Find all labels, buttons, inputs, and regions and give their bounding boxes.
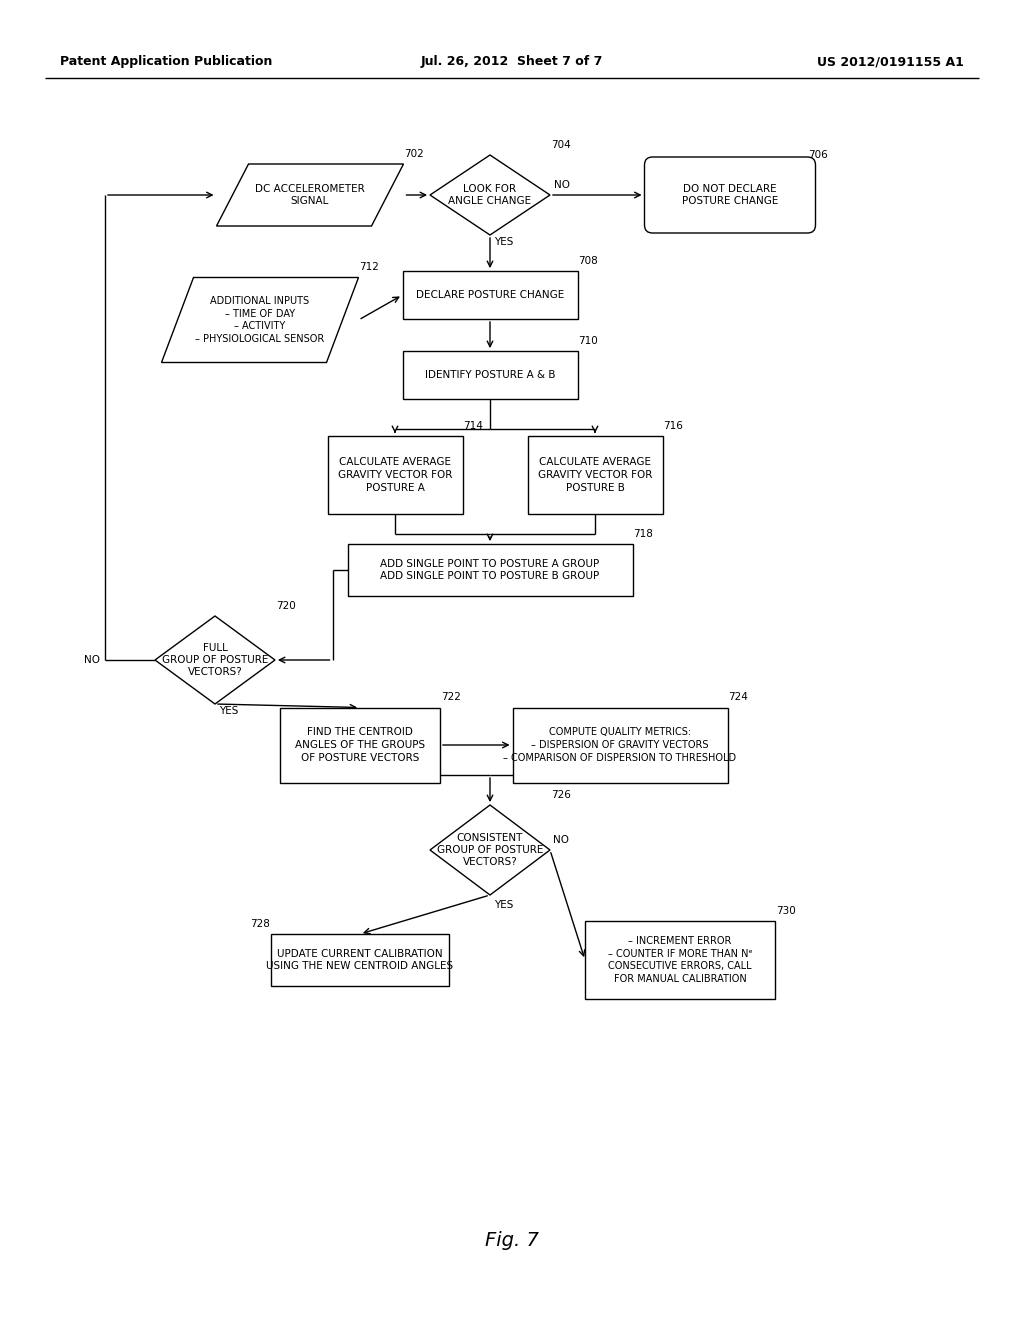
- Polygon shape: [430, 154, 550, 235]
- Polygon shape: [162, 277, 358, 363]
- Text: ADDITIONAL INPUTS
– TIME OF DAY
– ACTIVITY
– PHYSIOLOGICAL SENSOR: ADDITIONAL INPUTS – TIME OF DAY – ACTIVI…: [196, 296, 325, 345]
- Text: 706: 706: [809, 150, 828, 160]
- Text: Fig. 7: Fig. 7: [485, 1230, 539, 1250]
- Bar: [347, 544, 633, 597]
- Text: 710: 710: [579, 337, 598, 346]
- Text: 730: 730: [776, 906, 796, 916]
- Text: Jul. 26, 2012  Sheet 7 of 7: Jul. 26, 2012 Sheet 7 of 7: [421, 55, 603, 69]
- Text: 704: 704: [551, 140, 570, 150]
- Text: 720: 720: [276, 601, 296, 611]
- Text: – INCREMENT ERROR
– COUNTER IF MORE THAN Nᵉ
CONSECUTIVE ERRORS, CALL
FOR MANUAL : – INCREMENT ERROR – COUNTER IF MORE THAN…: [607, 936, 753, 985]
- Text: NO: NO: [554, 180, 570, 190]
- Polygon shape: [216, 164, 403, 226]
- FancyBboxPatch shape: [644, 157, 815, 234]
- Text: DECLARE POSTURE CHANGE: DECLARE POSTURE CHANGE: [416, 290, 564, 300]
- Text: DO NOT DECLARE
POSTURE CHANGE: DO NOT DECLARE POSTURE CHANGE: [682, 183, 778, 206]
- Text: DC ACCELEROMETER
SIGNAL: DC ACCELEROMETER SIGNAL: [255, 183, 365, 206]
- Bar: [328, 436, 463, 513]
- Text: 726: 726: [551, 789, 570, 800]
- Text: FIND THE CENTROID
ANGLES OF THE GROUPS
OF POSTURE VECTORS: FIND THE CENTROID ANGLES OF THE GROUPS O…: [295, 727, 425, 763]
- Text: COMPUTE QUALITY METRICS:
– DISPERSION OF GRAVITY VECTORS
– COMPARISON OF DISPERS: COMPUTE QUALITY METRICS: – DISPERSION OF…: [504, 727, 736, 763]
- Bar: [585, 921, 775, 999]
- Bar: [402, 351, 578, 399]
- Text: UPDATE CURRENT CALIBRATION
USING THE NEW CENTROID ANGLES: UPDATE CURRENT CALIBRATION USING THE NEW…: [266, 949, 454, 972]
- Text: YES: YES: [494, 900, 513, 909]
- Text: 702: 702: [404, 149, 424, 158]
- Bar: [280, 708, 440, 783]
- Text: 728: 728: [250, 919, 270, 929]
- Text: LOOK FOR
ANGLE CHANGE: LOOK FOR ANGLE CHANGE: [449, 183, 531, 206]
- Text: 724: 724: [728, 693, 749, 702]
- Text: US 2012/0191155 A1: US 2012/0191155 A1: [817, 55, 964, 69]
- Bar: [527, 436, 663, 513]
- Text: NO: NO: [84, 655, 100, 665]
- Text: IDENTIFY POSTURE A & B: IDENTIFY POSTURE A & B: [425, 370, 555, 380]
- Text: ADD SINGLE POINT TO POSTURE A GROUP
ADD SINGLE POINT TO POSTURE B GROUP: ADD SINGLE POINT TO POSTURE A GROUP ADD …: [380, 558, 600, 581]
- Text: FULL
GROUP OF POSTURE
VECTORS?: FULL GROUP OF POSTURE VECTORS?: [162, 643, 268, 677]
- Text: 716: 716: [664, 421, 683, 432]
- Text: 714: 714: [464, 421, 483, 432]
- Text: YES: YES: [494, 238, 513, 247]
- Bar: [402, 271, 578, 319]
- Text: 708: 708: [579, 256, 598, 267]
- Bar: [512, 708, 727, 783]
- Text: 722: 722: [441, 693, 461, 702]
- Polygon shape: [430, 805, 550, 895]
- Text: 718: 718: [634, 529, 653, 539]
- Text: NO: NO: [553, 836, 569, 845]
- Bar: [271, 935, 449, 986]
- Text: CALCULATE AVERAGE
GRAVITY VECTOR FOR
POSTURE B: CALCULATE AVERAGE GRAVITY VECTOR FOR POS…: [538, 457, 652, 492]
- Text: YES: YES: [219, 706, 239, 715]
- Text: CONSISTENT
GROUP OF POSTURE
VECTORS?: CONSISTENT GROUP OF POSTURE VECTORS?: [437, 833, 543, 867]
- Text: 712: 712: [359, 263, 379, 272]
- Polygon shape: [155, 616, 275, 704]
- Text: CALCULATE AVERAGE
GRAVITY VECTOR FOR
POSTURE A: CALCULATE AVERAGE GRAVITY VECTOR FOR POS…: [338, 457, 453, 492]
- Text: Patent Application Publication: Patent Application Publication: [60, 55, 272, 69]
